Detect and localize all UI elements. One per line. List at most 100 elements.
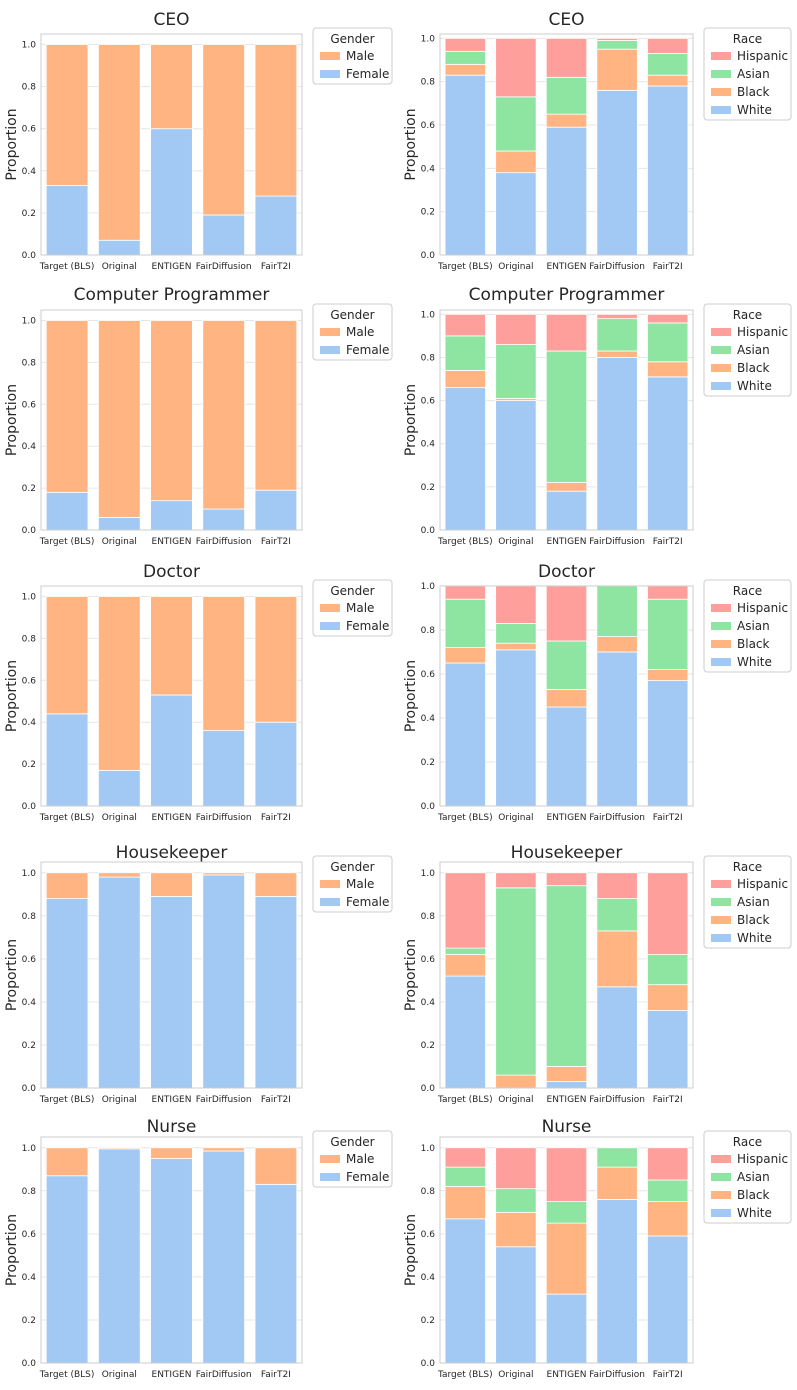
y-axis-label: Proportion xyxy=(4,108,20,180)
bar-female xyxy=(150,896,193,1089)
legend-swatch-white xyxy=(711,1209,731,1217)
bar-asian xyxy=(647,322,689,363)
legend-swatch-asian xyxy=(711,898,731,906)
chart-cp-race: 0.0 0.2 0.4 0.6 0.8 1.0 Target (BLS) Original EN… xyxy=(403,285,792,547)
legend-label-female: Female xyxy=(346,343,389,357)
bar-asian xyxy=(495,344,537,399)
bar-hispanic xyxy=(545,313,588,352)
legend-swatch-black xyxy=(711,640,731,648)
bar-female xyxy=(202,874,245,1089)
bar-black xyxy=(596,1166,638,1200)
x-tick-label: FairDiffusion xyxy=(196,1095,252,1105)
chart-ceo-race: 0.0 0.2 0.4 0.6 0.8 1.0 Target (BLS) Original EN… xyxy=(403,10,792,272)
bar-male xyxy=(254,1147,298,1185)
legend-label-female: Female xyxy=(346,67,389,81)
y-tick-label: 0.2 xyxy=(421,483,435,493)
plot-frame xyxy=(40,1136,303,1364)
y-tick-label: 1.0 xyxy=(421,582,436,592)
y-tick-label: 0.8 xyxy=(421,912,436,922)
x-tick-label: FairT2I xyxy=(261,813,291,823)
x-tick-label: Original xyxy=(102,1370,137,1380)
y-tick-label: 0.2 xyxy=(22,484,36,494)
legend-swatch-female xyxy=(320,70,340,78)
x-tick-label: Target (BLS) xyxy=(437,1095,493,1105)
bar-black xyxy=(647,669,689,681)
bar-black xyxy=(596,930,638,988)
bar-white xyxy=(545,126,588,256)
x-tick-label: FairDiffusion xyxy=(196,537,252,547)
y-tick-label: 0.2 xyxy=(22,1316,36,1326)
bar-male xyxy=(150,320,193,502)
x-tick-label: FairT2I xyxy=(261,1370,291,1380)
y-tick-label: 0.2 xyxy=(22,1041,36,1051)
bar-white xyxy=(647,376,689,531)
y-tick-label: 0.8 xyxy=(421,78,436,88)
bar-black xyxy=(444,954,486,977)
bar-hispanic xyxy=(545,585,588,642)
bar-white xyxy=(647,680,689,807)
x-tick-label: Target (BLS) xyxy=(39,1370,95,1380)
y-tick-label: 0.6 xyxy=(421,1230,436,1240)
legend-label-black: Black xyxy=(737,85,770,99)
legend-label-hispanic: Hispanic xyxy=(737,877,788,891)
y-axis-label: Proportion xyxy=(4,939,20,1011)
bar-asian xyxy=(596,40,638,50)
legend-swatch-white xyxy=(711,658,731,666)
bar-asian xyxy=(596,898,638,932)
legend-label-male: Male xyxy=(346,601,374,615)
y-axis-label: Proportion xyxy=(403,939,419,1011)
legend-label-asian: Asian xyxy=(737,619,770,633)
legend-title: Gender xyxy=(330,860,374,874)
y-tick-label: 0.4 xyxy=(22,167,37,177)
bar-white xyxy=(596,1199,638,1364)
bar-hispanic xyxy=(647,37,689,54)
bar-black xyxy=(545,1066,588,1082)
y-tick-label: 0.8 xyxy=(421,626,436,636)
legend-swatch-male xyxy=(320,604,340,612)
bar-male xyxy=(45,320,89,493)
bar-black xyxy=(647,984,689,1011)
bar-black xyxy=(545,482,588,492)
bar-male xyxy=(45,44,89,186)
legend-swatch-asian xyxy=(711,1173,731,1181)
bar-white xyxy=(545,1081,588,1089)
legend: Gender Male Female xyxy=(312,579,393,637)
x-tick-label: FairDiffusion xyxy=(589,813,645,823)
y-tick-label: 0.2 xyxy=(421,758,435,768)
bar-hispanic xyxy=(596,37,638,41)
x-tick-label: FairDiffusion xyxy=(589,1370,645,1380)
bar-female xyxy=(202,1150,245,1364)
bar-white xyxy=(495,400,537,531)
y-tick-label: 0.6 xyxy=(22,676,37,686)
bar-male xyxy=(98,1147,141,1150)
legend-label-hispanic: Hispanic xyxy=(737,49,788,63)
x-tick-label: ENTIGEN xyxy=(547,262,587,272)
bar-white xyxy=(647,1235,689,1364)
bar-hispanic xyxy=(596,872,638,899)
chart-title: Nurse xyxy=(542,1117,592,1137)
legend-label-black: Black xyxy=(737,637,770,651)
y-tick-label: 0.0 xyxy=(22,1359,37,1369)
y-axis-label: Proportion xyxy=(4,660,20,732)
bar-male xyxy=(98,872,141,878)
chart-title: Housekeeper xyxy=(511,843,623,863)
bar-asian xyxy=(444,50,486,65)
bar-hispanic xyxy=(596,313,638,320)
legend-swatch-female xyxy=(320,898,340,906)
bar-asian xyxy=(596,318,638,352)
legend-title: Gender xyxy=(330,584,374,598)
chart-doctor-gender: 0.0 0.2 0.4 0.6 0.8 1.0 Target (BLS) Original EN… xyxy=(4,562,393,823)
x-tick-label: Target (BLS) xyxy=(39,1095,95,1105)
chart-title: Nurse xyxy=(147,1117,197,1137)
legend-swatch-male xyxy=(320,52,340,60)
x-tick-label: Target (BLS) xyxy=(437,537,493,547)
bar-black xyxy=(647,1201,689,1237)
x-tick-label: Original xyxy=(498,537,533,547)
bar-female xyxy=(150,128,193,256)
bar-asian xyxy=(596,1147,638,1168)
bar-black xyxy=(495,642,537,651)
chart-housekeeper-race: 0.0 0.2 0.4 0.6 0.8 1.0 Target (BLS) Original EN… xyxy=(403,843,792,1105)
y-axis-label: Proportion xyxy=(403,1214,419,1286)
legend-swatch-asian xyxy=(711,346,731,354)
plot-frame xyxy=(439,585,694,807)
